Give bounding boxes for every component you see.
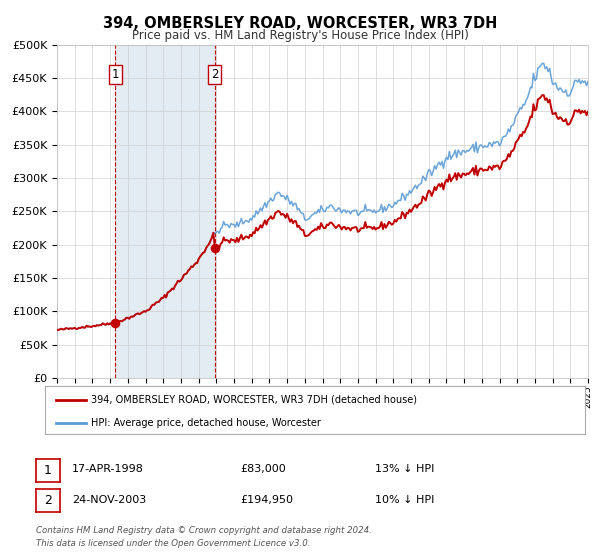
Text: 1: 1: [112, 68, 119, 81]
Point: [210, 244, 220, 253]
Point: [110, 318, 120, 327]
Text: 2: 2: [211, 68, 218, 81]
Text: £194,950: £194,950: [240, 494, 293, 505]
Text: HPI: Average price, detached house, Worcester: HPI: Average price, detached house, Worc…: [91, 418, 321, 428]
Text: £83,000: £83,000: [240, 464, 286, 474]
Text: 394, OMBERSLEY ROAD, WORCESTER, WR3 7DH: 394, OMBERSLEY ROAD, WORCESTER, WR3 7DH: [103, 16, 497, 31]
Text: Price paid vs. HM Land Registry's House Price Index (HPI): Price paid vs. HM Land Registry's House …: [131, 29, 469, 42]
Text: 10% ↓ HPI: 10% ↓ HPI: [375, 494, 434, 505]
Text: 394, OMBERSLEY ROAD, WORCESTER, WR3 7DH (detached house): 394, OMBERSLEY ROAD, WORCESTER, WR3 7DH …: [91, 395, 417, 405]
Text: 13% ↓ HPI: 13% ↓ HPI: [375, 464, 434, 474]
Text: This data is licensed under the Open Government Licence v3.0.: This data is licensed under the Open Gov…: [36, 539, 311, 548]
Text: 24-NOV-2003: 24-NOV-2003: [72, 494, 146, 505]
Bar: [115, 45, 215, 378]
Text: 17-APR-1998: 17-APR-1998: [72, 464, 144, 474]
Text: 2: 2: [44, 494, 52, 507]
Text: Contains HM Land Registry data © Crown copyright and database right 2024.: Contains HM Land Registry data © Crown c…: [36, 526, 372, 535]
Text: 1: 1: [44, 464, 52, 477]
